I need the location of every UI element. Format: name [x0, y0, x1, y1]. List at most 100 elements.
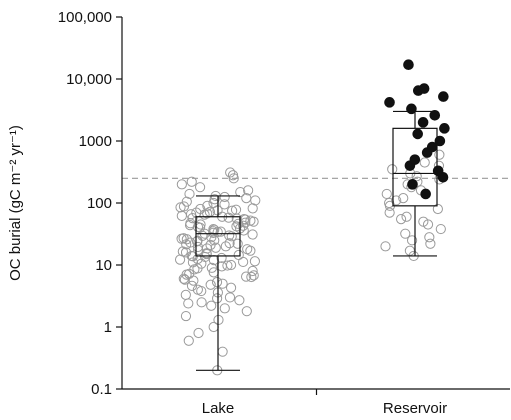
data-point-open [181, 269, 192, 280]
data-point-open [220, 241, 231, 252]
data-point-open [418, 216, 429, 227]
data-point-open [243, 185, 254, 196]
data-point-open [247, 229, 258, 240]
y-tick-label: 1 [104, 319, 112, 336]
data-point-open [219, 303, 230, 314]
data-point-open [215, 226, 226, 237]
data-point-open [233, 249, 244, 261]
y-axis-title: OC burial (gC m⁻² yr⁻¹) [7, 125, 24, 281]
data-point-open [241, 192, 252, 204]
data-point-open [194, 182, 206, 193]
y-tick-label: 0.1 [91, 381, 112, 398]
data-point-open [176, 179, 187, 190]
data-point-open [245, 215, 256, 226]
data-point-open [435, 223, 446, 235]
data-point-filled [407, 179, 418, 190]
data-point-open [217, 346, 228, 357]
data-point-open [183, 335, 194, 346]
data-point-open [232, 238, 243, 249]
data-point-open [235, 186, 246, 198]
data-point-open [196, 297, 207, 308]
data-point-open [186, 280, 198, 292]
data-point-open [250, 195, 261, 206]
data-point-filled [420, 188, 431, 200]
data-point-open [401, 211, 412, 222]
x-tick-label: Lake [202, 400, 235, 417]
data-point-filled [418, 83, 430, 94]
data-point-open [391, 195, 402, 206]
data-point-open [197, 230, 208, 241]
y-tick-label: 10,000 [66, 71, 112, 88]
data-point-open [223, 212, 234, 223]
data-point-filled [432, 165, 444, 177]
data-point-open [411, 171, 422, 182]
data-point-open [178, 201, 190, 212]
data-point-open [247, 265, 258, 277]
data-point-open [206, 300, 217, 311]
data-point-open [202, 200, 213, 211]
data-point-open [206, 262, 217, 273]
y-tick-label: 1000 [79, 133, 112, 150]
data-point-open [247, 203, 258, 214]
y-tick-label: 10 [95, 257, 112, 274]
data-point-open [434, 149, 445, 160]
data-point-open [395, 213, 407, 225]
data-point-filled [429, 109, 441, 121]
box-reservoir [392, 110, 438, 257]
data-point-open [227, 170, 239, 181]
data-point-open [176, 233, 187, 244]
data-point-open [195, 203, 206, 215]
data-point-open [224, 292, 236, 303]
data-point-open [217, 278, 228, 289]
data-point-open [242, 244, 253, 255]
data-point-open [179, 274, 190, 285]
data-point-filled [384, 97, 395, 108]
box-iqr [195, 216, 241, 257]
data-point-open [398, 192, 409, 204]
data-point-open [246, 271, 257, 283]
data-point-open [225, 167, 236, 178]
data-point-filled [412, 128, 424, 140]
data-point-open [241, 306, 252, 317]
data-point-open [216, 252, 227, 264]
data-point-filled [439, 123, 450, 134]
data-point-open [387, 164, 398, 175]
data-point-open [227, 205, 238, 216]
data-point-open [400, 228, 411, 239]
axis-layer: 0.1 1 10 100 1000 10,000 100,000 Lake Reservoir [58, 9, 510, 417]
data-point-open [192, 263, 203, 274]
x-tick-label: Reservoir [383, 400, 447, 417]
data-point-open [222, 260, 233, 271]
data-point-open [230, 204, 242, 215]
box-iqr [392, 127, 438, 207]
data-point-open [193, 327, 204, 339]
data-point-open [225, 282, 237, 293]
data-point-open [419, 157, 430, 168]
data-point-filled [438, 91, 449, 102]
data-point-open [425, 238, 436, 249]
box-layer [195, 110, 438, 371]
data-point-open [185, 218, 196, 229]
data-point-open [212, 293, 223, 304]
data-point-open [240, 271, 252, 282]
data-point-open [187, 213, 198, 224]
data-point-open [224, 238, 235, 249]
data-point-open [238, 220, 249, 231]
data-point-open [176, 210, 187, 221]
data-point-open [224, 230, 235, 241]
data-point-open [238, 256, 249, 268]
y-tick-label: 100 [87, 195, 112, 212]
data-point-open [186, 176, 197, 187]
data-point-open [225, 259, 237, 271]
data-point-open [219, 199, 230, 210]
box-lake [195, 195, 241, 371]
data-point-open [205, 279, 216, 290]
data-point-filled [403, 59, 414, 71]
y-tick-label: 100,000 [58, 9, 112, 26]
data-point-open [406, 235, 418, 246]
data-point-open [234, 295, 245, 306]
data-point-open [180, 310, 192, 322]
data-point-open [432, 203, 443, 215]
data-point-filled [409, 154, 421, 165]
